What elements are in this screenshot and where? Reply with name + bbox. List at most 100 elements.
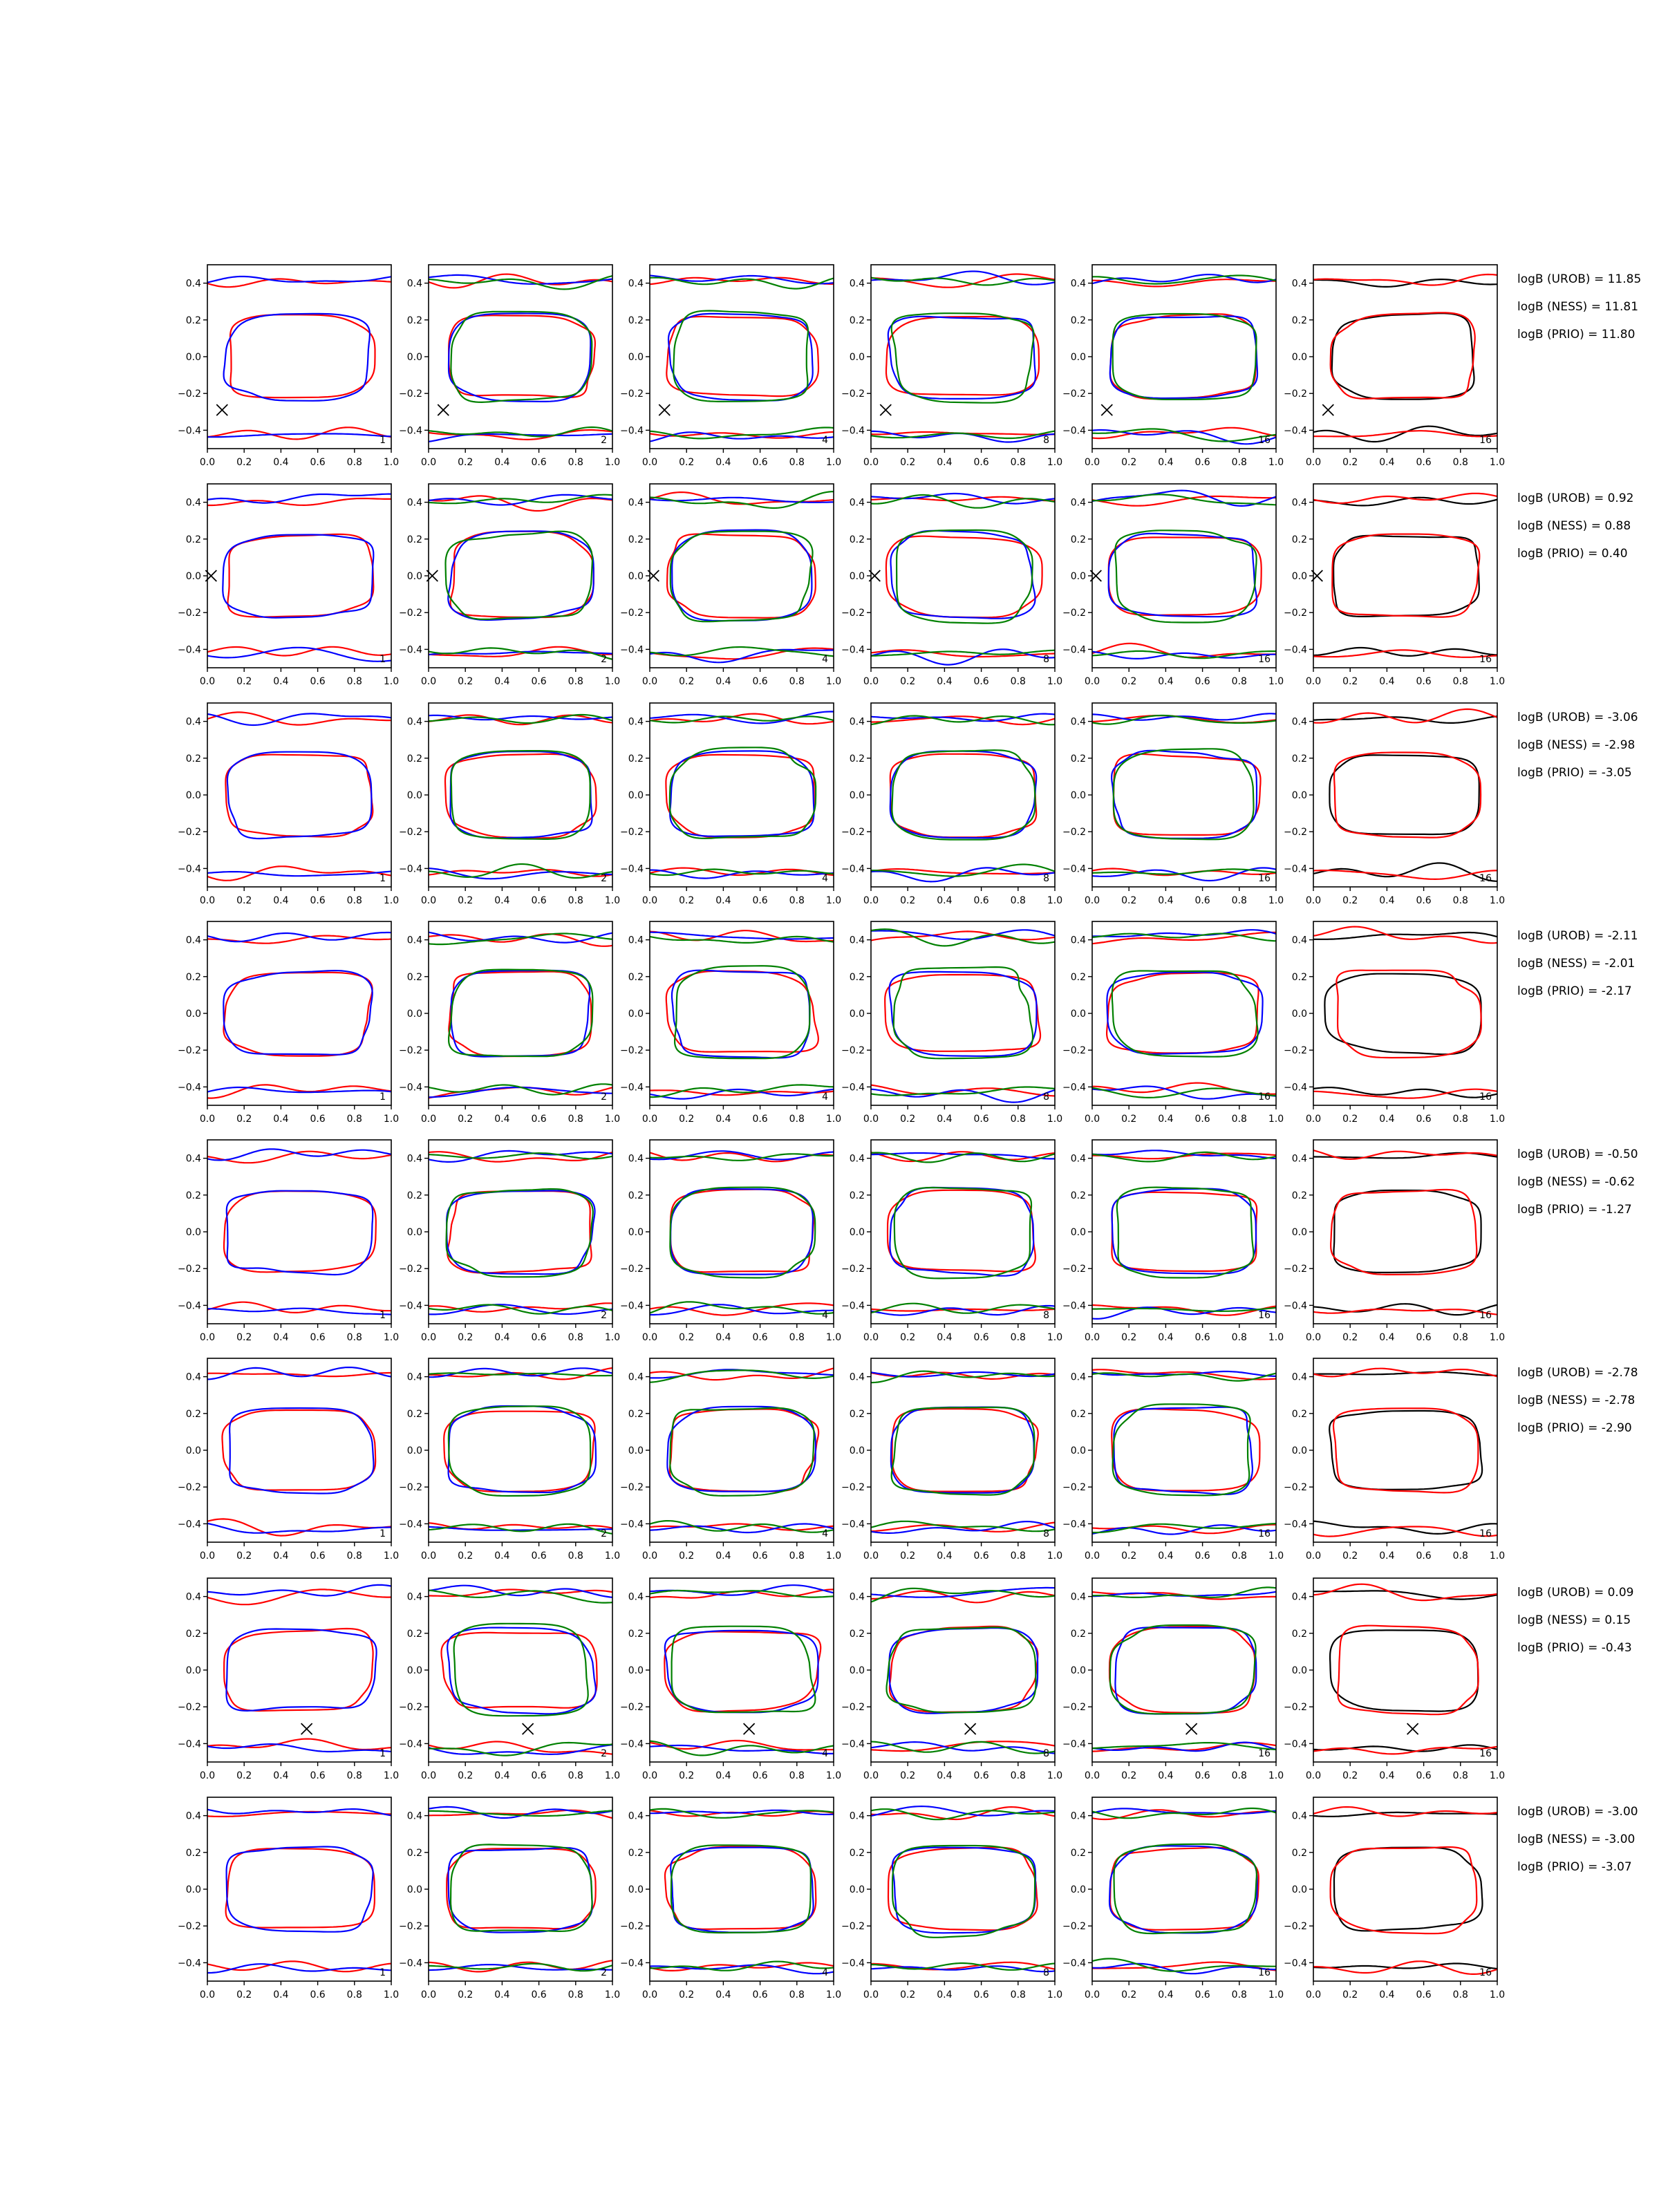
inner-boundary-blue bbox=[447, 312, 592, 402]
outer-boundary-top-green bbox=[650, 1808, 834, 1819]
x-marker bbox=[1089, 570, 1102, 582]
outer-boundary-top-red bbox=[871, 1151, 1055, 1163]
x-tick-label: 1.0 bbox=[826, 895, 841, 906]
y-tick-label: 0.4 bbox=[1071, 498, 1086, 509]
y-tick-label: −0.4 bbox=[399, 1738, 422, 1750]
inner-boundary-blue bbox=[1107, 532, 1258, 618]
x-tick-label: 1.0 bbox=[1268, 1332, 1284, 1343]
inner-boundary-red bbox=[1108, 1625, 1256, 1714]
subplot-r6-c1: 0.4 0.2 0.0 −0.2 −0.4 0.0 0.2 0.4 0.6 0.8 1.0 1 bbox=[178, 1358, 399, 1562]
subplot-corner-label: 2 bbox=[601, 435, 607, 446]
subplot-curves bbox=[1313, 1583, 1497, 1755]
x-tick-label: 0.2 bbox=[458, 1989, 473, 2000]
x-tick-label: 0.4 bbox=[1158, 676, 1173, 687]
y-tick-label: 0.2 bbox=[1292, 753, 1307, 765]
subplot-r7-c1: 0.4 0.2 0.0 −0.2 −0.4 0.0 0.2 0.4 0.6 0.8 1.0 1 bbox=[178, 1577, 399, 1781]
y-tick-label: 0.4 bbox=[407, 1372, 422, 1383]
y-tick-label: −0.4 bbox=[399, 1519, 422, 1530]
x-tick-label: 0.2 bbox=[458, 1770, 473, 1781]
x-tick-label: 0.4 bbox=[715, 1770, 731, 1781]
subplot-frame bbox=[428, 921, 613, 1106]
x-tick-label: 0.6 bbox=[1194, 1114, 1210, 1125]
y-tick-label: 0.2 bbox=[407, 1409, 422, 1420]
x-tick-label: 0.8 bbox=[568, 895, 583, 906]
y-tick-label: 0.4 bbox=[850, 935, 865, 946]
outer-boundary-bottom-red bbox=[1313, 1526, 1497, 1537]
inner-boundary-green bbox=[1113, 1843, 1258, 1935]
y-tick-label: −0.2 bbox=[178, 1482, 201, 1493]
x-tick-label: 0.6 bbox=[531, 1332, 546, 1343]
outer-boundary-top-blue bbox=[207, 713, 391, 727]
inner-boundary-red bbox=[885, 535, 1043, 619]
subplot-curves bbox=[650, 1584, 834, 1756]
y-tick-label: 0.4 bbox=[628, 1592, 644, 1603]
outer-boundary-top-blue bbox=[1092, 489, 1276, 507]
outer-boundary-top-red bbox=[1313, 273, 1497, 286]
outer-boundary-top-blue bbox=[1092, 274, 1276, 285]
x-tick-label: 0.6 bbox=[531, 676, 546, 687]
logb-annotation: logB (PRIO) = 0.40 bbox=[1517, 547, 1628, 561]
subplot-frame bbox=[1313, 1139, 1498, 1324]
x-tick-label: 0.0 bbox=[1085, 1114, 1100, 1125]
x-tick-label: 0.8 bbox=[789, 895, 805, 906]
x-tick-label: 0.8 bbox=[347, 1550, 362, 1562]
outer-boundary-bottom-green bbox=[429, 1741, 612, 1756]
y-tick-label: 0.4 bbox=[186, 935, 201, 946]
outer-boundary-top-green bbox=[650, 276, 834, 290]
subplot-r2-c3: 0.4 0.2 0.0 −0.2 −0.4 0.0 0.2 0.4 0.6 0.8 1.0 4 bbox=[620, 483, 841, 687]
subplot-r4-c2: 0.4 0.2 0.0 −0.2 −0.4 0.0 0.2 0.4 0.6 0.8 1.0 2 bbox=[399, 921, 620, 1125]
outer-boundary-bottom-red bbox=[429, 1960, 612, 1973]
x-tick-label: 0.0 bbox=[421, 676, 436, 687]
y-tick-label: −0.4 bbox=[620, 425, 644, 436]
inner-boundary-green bbox=[893, 1186, 1033, 1280]
y-tick-label: 0.4 bbox=[1071, 717, 1086, 728]
y-tick-label: −0.2 bbox=[841, 1482, 865, 1493]
outer-boundary-top-blue bbox=[1092, 713, 1276, 721]
x-tick-label: 0.2 bbox=[1121, 457, 1136, 468]
x-tick-label: 0.0 bbox=[1306, 1550, 1321, 1562]
x-tick-label: 0.0 bbox=[1085, 1770, 1100, 1781]
x-tick-label: 0.6 bbox=[973, 1114, 988, 1125]
x-tick-label: 0.4 bbox=[1379, 1989, 1394, 2000]
logb-annotation: logB (NESS) = -2.01 bbox=[1517, 957, 1635, 971]
y-tick-label: 0.4 bbox=[1071, 1154, 1086, 1165]
subplot-corner-label: 4 bbox=[822, 873, 828, 884]
outer-boundary-top-blue bbox=[429, 931, 612, 944]
inner-boundary-green bbox=[674, 965, 811, 1060]
outer-boundary-bottom-blue bbox=[871, 867, 1055, 883]
x-tick-label: 0.8 bbox=[568, 457, 583, 468]
y-tick-label: 0.0 bbox=[628, 790, 644, 801]
inner-boundary-red bbox=[227, 533, 375, 618]
x-tick-label: 0.6 bbox=[531, 1114, 546, 1125]
outer-boundary-top-red bbox=[207, 1150, 391, 1164]
y-tick-label: −0.4 bbox=[841, 1738, 865, 1750]
inner-boundary-black bbox=[1329, 754, 1480, 836]
x-tick-label: 1.0 bbox=[1490, 895, 1505, 906]
outer-boundary-bottom-red bbox=[871, 649, 1055, 658]
x-tick-label: 0.8 bbox=[568, 676, 583, 687]
y-tick-label: −0.4 bbox=[178, 1300, 201, 1311]
x-tick-label: 0.8 bbox=[568, 1770, 583, 1781]
outer-boundary-bottom-red bbox=[207, 1301, 391, 1313]
x-tick-label: 0.0 bbox=[642, 1989, 657, 2000]
x-tick-label: 0.8 bbox=[1011, 457, 1026, 468]
subplot-corner-label: 1 bbox=[379, 1528, 386, 1539]
y-tick-label: 0.2 bbox=[407, 315, 422, 326]
x-tick-label: 1.0 bbox=[1047, 1770, 1062, 1781]
subplot-frame bbox=[649, 483, 834, 668]
subplot-curves bbox=[429, 931, 612, 1099]
x-marker bbox=[743, 1723, 756, 1735]
inner-boundary-green bbox=[447, 1405, 592, 1497]
inner-boundary-green bbox=[890, 312, 1035, 404]
x-tick-label: 0.8 bbox=[1232, 1114, 1247, 1125]
subplot-corner-label: 2 bbox=[601, 1967, 607, 1978]
x-tick-label: 0.4 bbox=[937, 1332, 952, 1343]
outer-boundary-top-blue bbox=[429, 274, 612, 285]
inner-boundary-red bbox=[443, 1410, 596, 1493]
y-tick-label: 0.0 bbox=[407, 1445, 422, 1456]
subplot-curves bbox=[207, 275, 391, 440]
x-tick-label: 0.8 bbox=[347, 1332, 362, 1343]
subplot-corner-label: 4 bbox=[822, 1967, 828, 1978]
outer-boundary-top-black bbox=[1313, 279, 1497, 288]
x-tick-label: 0.8 bbox=[1232, 895, 1247, 906]
